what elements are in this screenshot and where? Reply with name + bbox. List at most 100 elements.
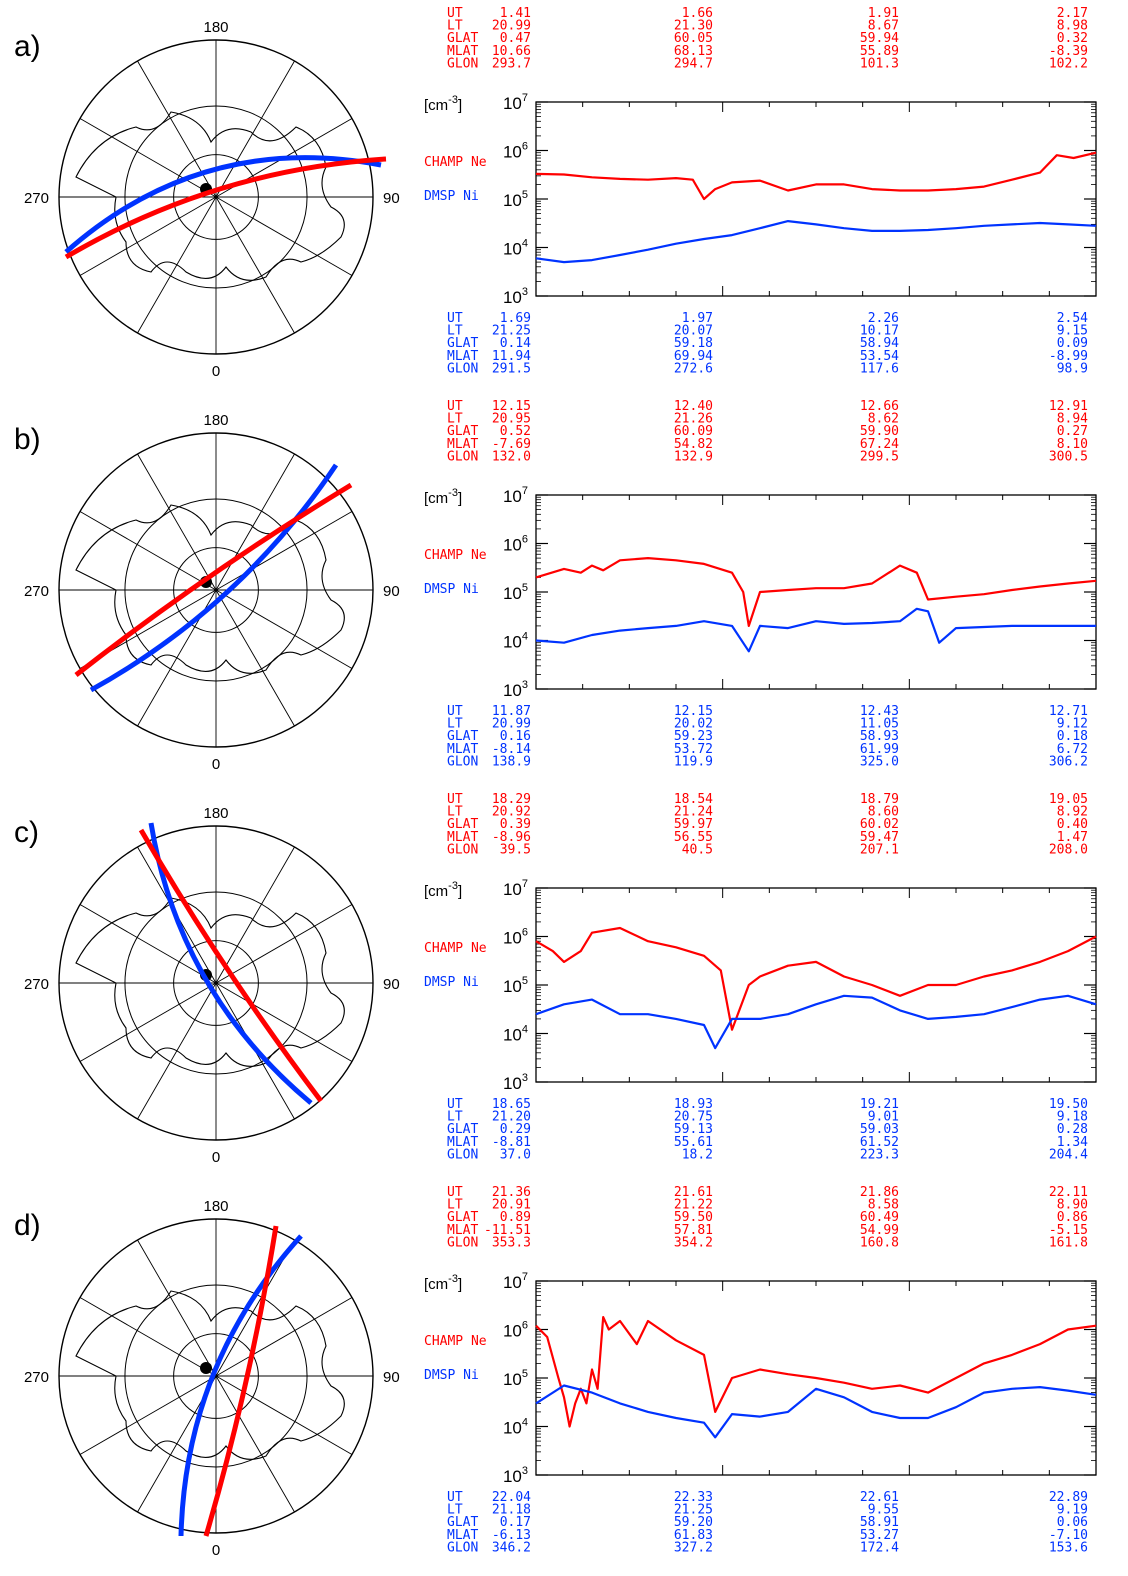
- polar-label-left: 270: [24, 1369, 49, 1386]
- champ-orbit-table: UT 21.36 21.61 21.86 22.11 LT 20.91 21.22 8.58 8.…: [447, 1185, 1088, 1250]
- table-cell: 56.55: [674, 830, 713, 845]
- meridian-line: [215, 196, 353, 276]
- table-cell: -8.81: [492, 1135, 531, 1150]
- y-tick-base: 10: [503, 240, 522, 259]
- y-tick-base: 10: [503, 1467, 522, 1486]
- y-tick-exponent: 6: [522, 141, 528, 153]
- units-exponent: -3: [448, 94, 458, 106]
- champ-series-label: CHAMP Ne: [424, 1334, 487, 1349]
- table-cell: 54.99: [860, 1223, 899, 1238]
- table-cell: 59.18: [674, 336, 713, 351]
- coastline: [75, 111, 345, 281]
- y-tick-base: 10: [503, 1370, 522, 1389]
- dmsp-orbit-table: UT 11.87 12.15 12.43 12.71 LT 20.99 20.02 11.05 9…: [447, 704, 1088, 769]
- y-tick-exponent: 7: [522, 485, 528, 497]
- y-tick-base: 10: [503, 1074, 522, 1093]
- table-cell: 0.14: [500, 336, 531, 351]
- row-label: LT: [447, 412, 463, 427]
- y-tick-exponent: 7: [522, 878, 528, 890]
- champ-series-label: CHAMP Ne: [424, 941, 487, 956]
- table-cell: 0.89: [500, 1210, 531, 1225]
- table-cell: 0.28: [1057, 1122, 1088, 1137]
- table-cell: -5.15: [1049, 1223, 1088, 1238]
- table-cell: 20.99: [492, 717, 531, 732]
- polar-label-bottom: 0: [212, 756, 220, 773]
- y-tick-label: 104: [503, 238, 528, 259]
- row-label: MLAT: [447, 44, 478, 59]
- table-cell: 1.97: [682, 311, 713, 326]
- panel-a: a) 180 0 270 90 UT 1.41 1.66 1.91 2.17 LT 20.99 21.3…: [14, 6, 1097, 380]
- table-cell: 12.71: [1049, 704, 1088, 719]
- table-cell: 1.34: [1057, 1135, 1088, 1150]
- units-bracket: [cm: [424, 1276, 448, 1293]
- y-tick-exponent: 5: [522, 189, 528, 201]
- row-label: UT: [447, 704, 463, 719]
- table-cell: 61.52: [860, 1135, 899, 1150]
- meridian-line: [79, 511, 217, 591]
- dmsp-series-label: DMSP Ni: [424, 582, 479, 597]
- table-cell: 54.82: [674, 437, 713, 452]
- y-tick-exponent: 4: [522, 1417, 528, 1429]
- meridian-line: [215, 1375, 295, 1513]
- table-cell: 21.25: [674, 1503, 713, 1518]
- table-cell: 1.91: [868, 6, 899, 21]
- y-tick-base: 10: [503, 1026, 522, 1045]
- y-tick-base: 10: [503, 1273, 522, 1292]
- polar-label-top: 180: [203, 412, 228, 429]
- table-cell: 8.67: [868, 19, 899, 34]
- y-tick-base: 10: [503, 929, 522, 948]
- table-cell: 59.94: [860, 31, 899, 46]
- y-tick-base: 10: [503, 633, 522, 652]
- y-tick-label: 104: [503, 1417, 528, 1438]
- table-cell: 59.50: [674, 1210, 713, 1225]
- meridian-line: [215, 1375, 353, 1455]
- row-label: UT: [447, 311, 463, 326]
- table-cell: 59.03: [860, 1122, 899, 1137]
- table-cell: 2.26: [868, 311, 899, 326]
- table-cell: 60.49: [860, 1210, 899, 1225]
- table-cell: 272.6: [674, 361, 713, 376]
- table-cell: 61.83: [674, 1528, 713, 1543]
- meridian-line: [215, 453, 295, 591]
- table-cell: 8.60: [868, 805, 899, 820]
- table-cell: 1.66: [682, 6, 713, 21]
- row-label: GLAT: [447, 817, 478, 832]
- row-label: UT: [447, 399, 463, 414]
- y-tick-label: 103: [503, 1072, 528, 1093]
- y-tick-base: 10: [503, 191, 522, 210]
- table-cell: 10.66: [492, 44, 531, 59]
- table-cell: 1.41: [500, 6, 531, 21]
- panel-label: c): [14, 816, 39, 849]
- table-cell: 293.7: [492, 56, 531, 71]
- table-cell: 0.39: [500, 817, 531, 832]
- row-label: MLAT: [447, 437, 478, 452]
- y-tick-exponent: 3: [522, 286, 528, 298]
- row-label: UT: [447, 1490, 463, 1505]
- table-cell: 22.61: [860, 1490, 899, 1505]
- dmsp-track: [178, 1234, 303, 1537]
- meridian-line: [215, 589, 295, 727]
- table-cell: 20.95: [492, 412, 531, 427]
- table-cell: 119.9: [674, 754, 713, 769]
- dmsp-density-line: [535, 1384, 1097, 1439]
- table-cell: 6.72: [1057, 742, 1088, 757]
- table-cell: 161.8: [1049, 1235, 1088, 1250]
- table-cell: 9.18: [1057, 1110, 1088, 1125]
- champ-track: [64, 156, 387, 260]
- row-label: LT: [447, 1503, 463, 1518]
- y-tick-exponent: 5: [522, 582, 528, 594]
- meridian-line: [215, 196, 295, 334]
- units-label: [cm-3]: [424, 487, 462, 507]
- champ-orbit-table: UT 12.15 12.40 12.66 12.91 LT 20.95 21.26 8.62 8.…: [447, 399, 1088, 464]
- row-label: GLAT: [447, 336, 478, 351]
- table-cell: 21.25: [492, 324, 531, 339]
- table-cell: 0.47: [500, 31, 531, 46]
- row-label: LT: [447, 805, 463, 820]
- table-cell: 0.86: [1057, 1210, 1088, 1225]
- row-label: GLAT: [447, 1515, 478, 1530]
- units-exponent: -3: [448, 880, 458, 892]
- polar-label-top: 180: [203, 1198, 228, 1215]
- panel-label: a): [14, 30, 41, 63]
- table-cell: 12.40: [674, 399, 713, 414]
